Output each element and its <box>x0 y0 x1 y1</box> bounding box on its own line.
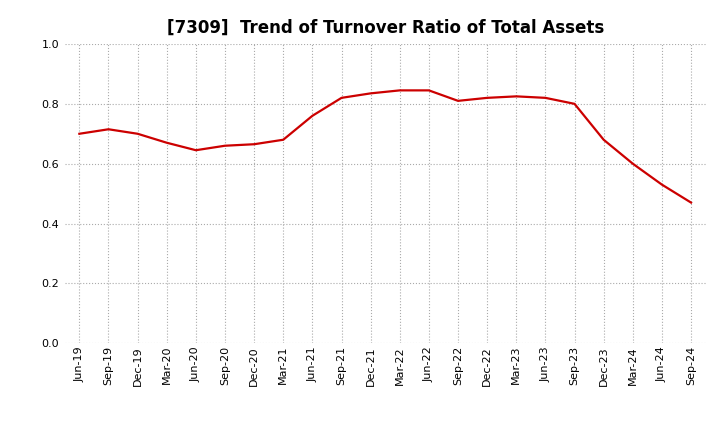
Title: [7309]  Trend of Turnover Ratio of Total Assets: [7309] Trend of Turnover Ratio of Total … <box>166 19 604 37</box>
